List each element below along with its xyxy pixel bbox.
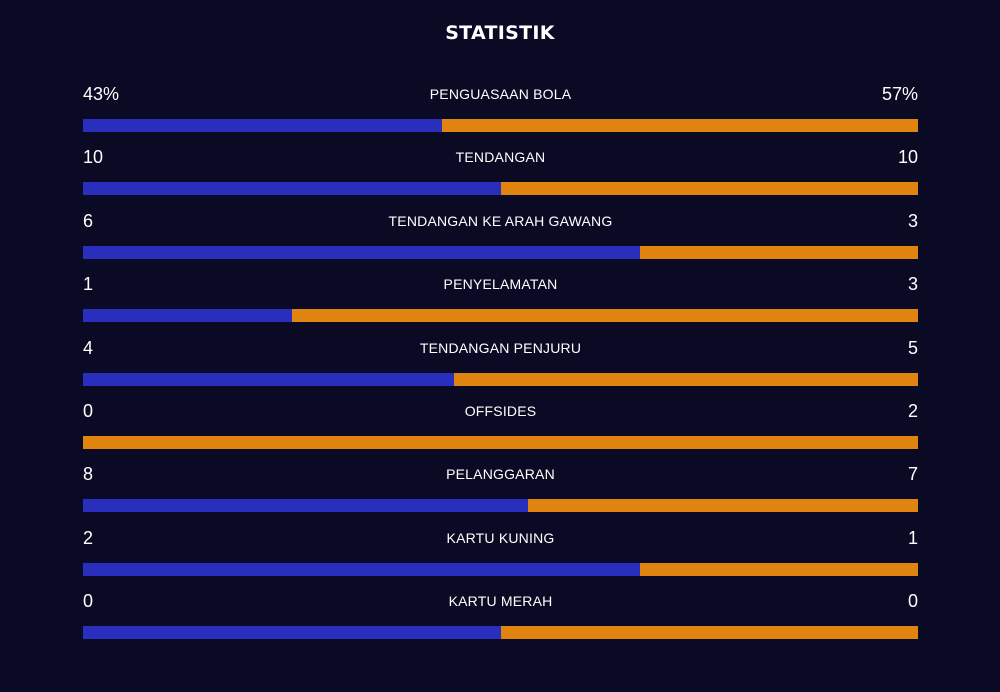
comparison-bar xyxy=(83,182,918,196)
stat-row-possession: 43% PENGUASAAN BOLA 57% xyxy=(83,80,918,143)
home-bar-segment xyxy=(83,182,501,196)
away-value: 57% xyxy=(881,84,918,104)
away-value: 0 xyxy=(907,591,918,612)
home-value: 1 xyxy=(83,274,94,295)
stats-list: 43% PENGUASAAN BOLA 57% 10 TENDANGAN 10 … xyxy=(83,80,918,651)
home-value: 2 xyxy=(83,527,94,548)
stat-label: TENDANGAN PENJURU xyxy=(419,339,582,356)
away-bar-segment xyxy=(500,626,918,640)
stat-label: OFFSIDES xyxy=(464,402,537,419)
stat-row-saves: 1 PENYELAMATAN 3 xyxy=(83,270,918,333)
away-bar-segment xyxy=(528,499,918,513)
away-bar-segment xyxy=(83,435,918,449)
home-value: 0 xyxy=(83,591,94,612)
home-bar-segment xyxy=(83,372,455,386)
away-value: 1 xyxy=(907,527,918,548)
stat-row-red-cards: 0 KARTU MERAH 0 xyxy=(83,587,918,650)
home-bar-segment xyxy=(83,626,501,640)
stat-label: KARTU KUNING xyxy=(446,529,555,546)
stat-row-offsides: 0 OFFSIDES 2 xyxy=(83,397,918,460)
home-value: 10 xyxy=(83,147,104,168)
stat-row-shots: 10 TENDANGAN 10 xyxy=(83,143,918,206)
stat-row-yellow-cards: 2 KARTU KUNING 1 xyxy=(83,524,918,587)
home-bar-segment xyxy=(83,245,640,259)
away-value: 7 xyxy=(907,464,918,485)
away-bar-segment xyxy=(639,245,918,259)
away-bar-segment xyxy=(454,372,918,386)
comparison-bar xyxy=(83,119,918,132)
home-value: 4 xyxy=(83,337,94,358)
stat-row-fouls: 8 PELANGGARAN 7 xyxy=(83,460,918,523)
home-bar-segment xyxy=(83,309,292,323)
comparison-bar xyxy=(83,245,918,259)
home-bar-segment xyxy=(83,499,529,513)
comparison-bar xyxy=(83,309,918,323)
away-bar-segment xyxy=(442,119,918,132)
comparison-bar xyxy=(83,435,918,449)
stat-row-shots-on-target: 6 TENDANGAN KE ARAH GAWANG 3 xyxy=(83,207,918,270)
comparison-bar xyxy=(83,562,918,576)
away-bar-segment xyxy=(291,309,918,323)
away-bar-segment xyxy=(500,182,918,196)
stat-label: KARTU MERAH xyxy=(448,593,553,610)
stat-row-corners: 4 TENDANGAN PENJURU 5 xyxy=(83,334,918,397)
away-value: 10 xyxy=(897,147,918,168)
away-bar-segment xyxy=(639,562,918,576)
comparison-bar xyxy=(83,626,918,640)
home-value: 43% xyxy=(83,84,120,104)
home-bar-segment xyxy=(83,119,443,132)
home-value: 0 xyxy=(83,400,94,421)
stat-label: PENGUASAAN BOLA xyxy=(429,86,572,102)
stat-label: TENDANGAN xyxy=(455,149,546,166)
home-value: 6 xyxy=(83,210,94,231)
away-value: 3 xyxy=(907,274,918,295)
stat-label: TENDANGAN KE ARAH GAWANG xyxy=(388,212,613,229)
away-value: 5 xyxy=(907,337,918,358)
comparison-bar xyxy=(83,372,918,386)
stat-label: PELANGGARAN xyxy=(446,466,555,483)
home-value: 8 xyxy=(83,464,94,485)
stat-label: PENYELAMATAN xyxy=(443,276,558,293)
away-value: 3 xyxy=(907,210,918,231)
away-value: 2 xyxy=(907,400,918,421)
comparison-bar xyxy=(83,499,918,513)
home-bar-segment xyxy=(83,562,640,576)
stats-title: STATISTIK xyxy=(445,22,555,44)
